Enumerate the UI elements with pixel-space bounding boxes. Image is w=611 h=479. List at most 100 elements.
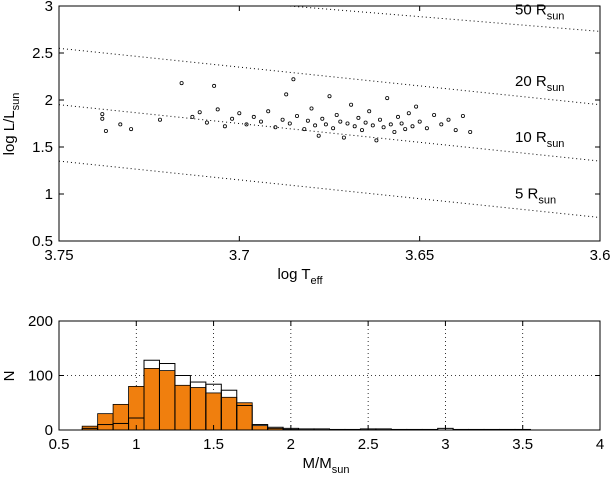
scatter-point xyxy=(302,127,307,132)
x-tick-label: 2.5 xyxy=(358,436,379,453)
scatter-point xyxy=(399,121,404,126)
scatter-point xyxy=(212,83,217,88)
hr-yticks: 0.5 1 1.5 2 2.5 3 xyxy=(32,0,600,250)
scatter-point xyxy=(446,117,451,122)
scatter-point xyxy=(258,119,263,124)
scatter-point xyxy=(424,126,429,131)
scatter-point xyxy=(244,122,249,127)
scatter-point xyxy=(251,114,256,119)
scatter-point xyxy=(367,109,372,114)
y-tick-label: 0.5 xyxy=(32,233,53,250)
hr-axes-frame xyxy=(58,5,601,242)
scatter-point xyxy=(453,128,458,133)
scatter-point xyxy=(237,111,242,116)
scatter-point xyxy=(129,127,134,132)
scatter-point xyxy=(190,114,195,119)
scatter-point xyxy=(331,126,336,131)
mass-panel: 0.5 1 1.5 2 2.5 3 3.5 4 0 100 200 M/Msun N xyxy=(1,313,604,476)
x-tick-label: 1 xyxy=(132,436,140,453)
x-tick-label: 4 xyxy=(596,436,604,453)
scatter-point xyxy=(385,96,390,101)
y-tick-label: 1.5 xyxy=(32,139,53,156)
y-tick-label: 3 xyxy=(45,0,53,15)
scatter-point xyxy=(305,118,310,123)
hist-xlabel: M/Msun xyxy=(303,455,350,476)
x-tick-label: 3.75 xyxy=(44,247,73,264)
y-tick-label: 1 xyxy=(45,186,53,203)
hist-bar-filled xyxy=(251,425,269,431)
scatter-point xyxy=(313,123,318,128)
x-tick-label: 1.5 xyxy=(203,436,224,453)
scatter-point xyxy=(439,122,444,127)
scatter-point xyxy=(179,81,184,86)
scatter-point xyxy=(374,138,379,143)
hist-bar-filled xyxy=(159,370,176,431)
scatter-point xyxy=(403,127,408,132)
scatter-point xyxy=(334,113,339,118)
radius-line xyxy=(283,6,600,32)
scatter-point xyxy=(157,117,162,122)
scatter-point xyxy=(294,114,299,119)
scatter-point xyxy=(204,120,209,125)
scatter-point xyxy=(287,121,292,126)
scatter-point xyxy=(468,129,473,134)
y-tick-label: 0 xyxy=(45,422,53,439)
x-tick-label: 3.65 xyxy=(405,247,434,264)
scatter-point xyxy=(363,120,368,125)
scatter-point xyxy=(417,119,422,124)
scatter-point xyxy=(370,123,375,128)
scatter-point xyxy=(341,135,346,140)
scatter-point xyxy=(352,124,357,129)
radius-label: 5 Rsun xyxy=(515,186,556,207)
hist-bar-filled xyxy=(97,413,114,431)
scatter-point xyxy=(280,117,285,122)
hist-bars-filled xyxy=(81,368,299,431)
radius-label: 10 Rsun xyxy=(515,129,564,150)
radius-labels: 50 Rsun 20 Rsun 10 Rsun 5 Rsun xyxy=(515,1,564,206)
hist-bar-filled xyxy=(143,368,160,431)
radius-label: 50 Rsun xyxy=(515,1,564,22)
y-tick-label: 2 xyxy=(45,92,53,109)
scatter-point xyxy=(414,104,419,109)
hist-bar-filled xyxy=(236,402,253,431)
scatter-point xyxy=(410,124,415,129)
hist-xticks: 0.5 1 1.5 2 2.5 3 3.5 4 xyxy=(49,321,604,453)
y-tick-label: 100 xyxy=(28,368,53,385)
x-tick-label: 0.5 xyxy=(49,436,70,453)
scatter-point xyxy=(230,116,235,121)
scatter-point xyxy=(432,113,437,118)
x-tick-label: 3.7 xyxy=(229,247,250,264)
scatter-point xyxy=(100,112,105,117)
hist-bar-filled xyxy=(174,384,191,431)
hist-bar-filled xyxy=(189,387,207,431)
scatter-point xyxy=(222,124,227,129)
hist-yticks: 0 100 200 xyxy=(28,313,600,439)
scatter-point xyxy=(356,115,361,120)
hist-ylabel: N xyxy=(1,371,18,382)
hr-xticks: 3.75 3.7 3.65 3.6 xyxy=(44,6,610,264)
scatter-point xyxy=(323,122,328,127)
scatter-point xyxy=(291,77,296,82)
scatter-point xyxy=(406,111,411,116)
scatter-point xyxy=(266,109,271,114)
scatter-point xyxy=(100,116,105,121)
scatter-point xyxy=(327,94,332,99)
scatter-point xyxy=(460,114,465,119)
scatter-point xyxy=(118,122,123,127)
hr-panel: 3.75 3.7 3.65 3.6 0.5 1 1.5 2 2.5 3 50 Rsun 20 Rs… xyxy=(1,0,610,287)
scatter-point xyxy=(197,110,202,115)
scatter-point xyxy=(273,125,278,130)
hist-bar-filled xyxy=(112,403,129,431)
hist-bar-filled xyxy=(220,396,238,431)
scatter-point xyxy=(309,106,314,111)
x-tick-label: 3 xyxy=(441,436,449,453)
scatter-point xyxy=(388,122,393,127)
scatter-point xyxy=(320,116,325,121)
hr-xlabel: log Teff xyxy=(277,266,323,287)
scatter-point xyxy=(381,125,386,130)
scatter-point xyxy=(316,133,321,138)
scatter-point xyxy=(377,117,382,122)
hist-bar-filled xyxy=(205,392,222,431)
y-tick-label: 200 xyxy=(28,313,53,330)
